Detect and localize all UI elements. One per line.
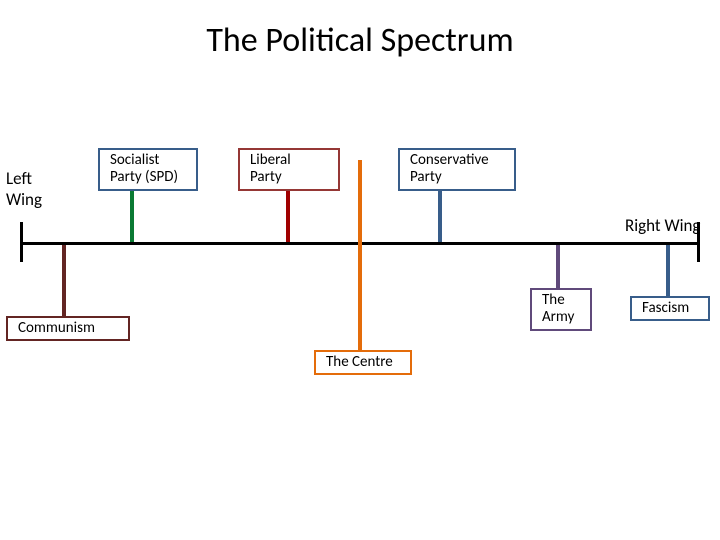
communism-tick: [62, 245, 66, 316]
liberal-box: Liberal Party: [238, 148, 340, 191]
centre-tick: [358, 160, 362, 350]
socialist-box: Socialist Party (SPD): [98, 148, 198, 191]
diagram-stage: The Political Spectrum Left Wing Right W…: [0, 0, 720, 540]
fascism-tick: [666, 245, 670, 296]
communism-box: Communism: [6, 316, 130, 341]
left-wing-label: Left Wing: [6, 168, 42, 210]
axis-end-left: [20, 222, 23, 262]
centre-box: The Centre: [314, 350, 412, 375]
army-box: The Army: [530, 288, 592, 331]
liberal-tick: [286, 188, 290, 242]
conservative-tick: [438, 188, 442, 242]
army-tick: [556, 245, 560, 288]
right-wing-label: Right Wing: [625, 215, 700, 236]
fascism-box: Fascism: [630, 296, 710, 321]
conservative-box: Conservative Party: [398, 148, 516, 191]
socialist-tick: [130, 188, 134, 242]
page-title: The Political Spectrum: [0, 20, 720, 61]
